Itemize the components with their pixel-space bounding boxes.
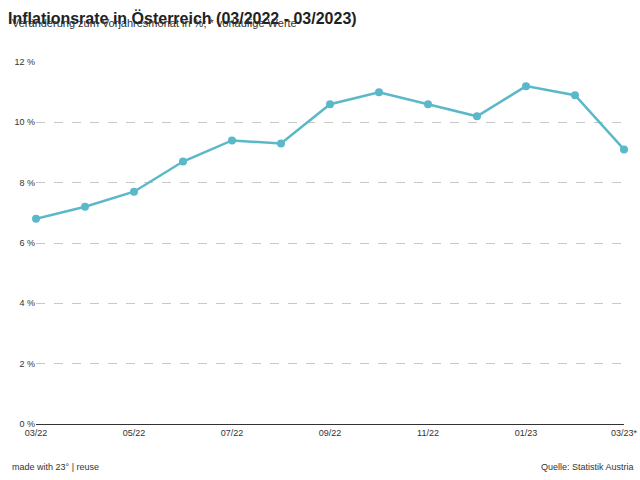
svg-text:0 %: 0 %	[19, 419, 35, 429]
svg-text:01/23: 01/23	[515, 428, 538, 438]
svg-text:6 %: 6 %	[19, 238, 35, 248]
svg-text:Quelle: Statistik Austria: Quelle: Statistik Austria	[541, 462, 634, 472]
svg-text:05/22: 05/22	[123, 428, 146, 438]
svg-text:07/22: 07/22	[221, 428, 244, 438]
svg-text:4 %: 4 %	[19, 298, 35, 308]
svg-text:11/22: 11/22	[417, 428, 439, 438]
svg-text:2 %: 2 %	[19, 359, 35, 369]
svg-text:8 %: 8 %	[19, 178, 35, 188]
svg-text:03/23*: 03/23*	[611, 428, 638, 438]
svg-text:Inflationsrate in Österreich (: Inflationsrate in Österreich (03/2022 - …	[8, 9, 357, 27]
svg-text:Veränderung zum Vorjahresmonat: Veränderung zum Vorjahresmonat in %; * v…	[12, 17, 297, 29]
svg-text:12 %: 12 %	[14, 57, 35, 67]
svg-text:made with 23° | reuse: made with 23° | reuse	[12, 462, 99, 472]
svg-text:09/22: 09/22	[319, 428, 342, 438]
svg-text:03/22: 03/22	[25, 428, 48, 438]
svg-text:10 %: 10 %	[14, 117, 35, 127]
